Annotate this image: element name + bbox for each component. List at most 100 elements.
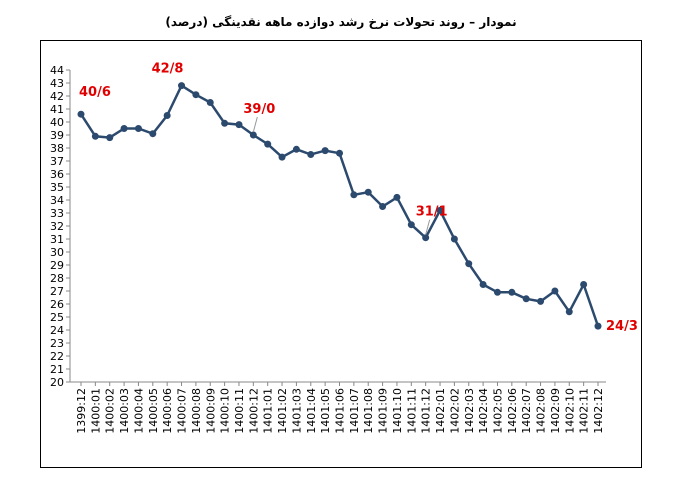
- point: [307, 151, 315, 158]
- x-tick-label: 1402:01: [434, 388, 447, 434]
- x-tick-label: 1402:03: [463, 388, 476, 434]
- y-tick-label: 28: [50, 272, 64, 285]
- frame: [40, 40, 642, 468]
- point: [493, 288, 501, 296]
- x-tick-label: 1400:11: [233, 388, 246, 434]
- point: [379, 203, 387, 210]
- y-tick-label: 40: [50, 116, 64, 129]
- y-tick-label: 29: [50, 259, 64, 272]
- leader-line: [252, 116, 258, 133]
- y-tick-label: 42: [50, 90, 64, 103]
- x-tick-label: 1401:07: [348, 388, 361, 434]
- x-tick-label: 1401:03: [290, 388, 303, 434]
- y-tick-label: 31: [50, 233, 64, 246]
- point: [134, 125, 142, 132]
- x-tick-label: 1400:02: [104, 388, 117, 434]
- point: [149, 130, 157, 138]
- point: [393, 193, 401, 201]
- x-tick-label: 1400:06: [161, 388, 174, 434]
- x-tick-label: 1401:10: [391, 388, 404, 434]
- point: [522, 295, 530, 303]
- point: [465, 260, 473, 268]
- y-tick-label: 26: [50, 298, 64, 311]
- point: [508, 288, 516, 296]
- y-tick-label: 37: [50, 155, 64, 168]
- value-label: 24/3: [606, 319, 638, 334]
- y-tick-label: 35: [50, 181, 64, 194]
- y-tick-label: 44: [50, 64, 64, 77]
- y-tick-label: 36: [50, 168, 64, 181]
- point: [537, 297, 545, 305]
- point: [178, 82, 186, 90]
- point: [163, 112, 171, 119]
- point: [422, 234, 430, 242]
- point: [436, 206, 444, 214]
- y-tick-label: 34: [50, 194, 64, 207]
- point: [594, 322, 602, 330]
- x-tick-label: 1400:12: [247, 388, 260, 434]
- point: [120, 125, 128, 132]
- y-tick-label: 25: [50, 311, 64, 324]
- x-tick-label: 1402:06: [506, 388, 519, 434]
- y-tick-label: 21: [50, 363, 64, 376]
- point: [235, 121, 243, 129]
- x-tick-label: 1402:10: [563, 388, 576, 434]
- point: [91, 132, 99, 140]
- y-tick-label: 27: [50, 285, 64, 298]
- point: [580, 281, 588, 288]
- x-tick-label: 1402:02: [448, 388, 461, 434]
- x-tick-label: 1401:06: [334, 388, 347, 434]
- y-tick-label: 20: [50, 376, 64, 389]
- value-label: 39/0: [243, 102, 275, 117]
- x-tick-label: 1400:09: [204, 388, 217, 434]
- leader-line: [425, 219, 431, 235]
- point: [264, 140, 272, 148]
- x-tick-label: 1400:01: [89, 388, 102, 434]
- x-tick-label: 1400:03: [118, 388, 131, 434]
- point: [77, 110, 85, 118]
- chart-title: نمودار – روند تحولات نرخ رشد دوازده ماهه…: [165, 15, 516, 30]
- x-tick-label: 1400:05: [147, 388, 160, 434]
- point: [292, 145, 300, 153]
- x-tick-label: 1399:12: [75, 388, 88, 434]
- point: [336, 149, 343, 157]
- y-tick-label: 33: [50, 207, 64, 220]
- point: [321, 147, 329, 155]
- x-tick-label: 1400:08: [190, 388, 203, 434]
- point: [565, 308, 573, 316]
- point: [249, 131, 257, 139]
- y-tick-label: 41: [50, 103, 64, 116]
- y-tick-label: 39: [50, 129, 64, 142]
- y-tick-label: 32: [50, 220, 64, 233]
- x-tick-label: 1401:01: [262, 388, 275, 434]
- x-tick-label: 1401:11: [405, 388, 418, 434]
- point: [278, 153, 286, 161]
- y-tick-label: 38: [50, 142, 64, 155]
- y-tick-label: 23: [50, 337, 64, 350]
- x-tick-label: 1402:12: [592, 388, 605, 434]
- x-tick-label: 1401:09: [377, 388, 390, 434]
- x-tick-label: 1400:07: [176, 388, 189, 434]
- point: [450, 235, 458, 243]
- point: [479, 281, 487, 288]
- x-tick-label: 1402:08: [535, 388, 548, 434]
- point: [192, 91, 200, 99]
- x-tick-label: 1401:05: [319, 388, 332, 434]
- value-label: 31/1: [416, 205, 448, 220]
- x-tick-label: 1401:02: [276, 388, 289, 434]
- value-label: 42/8: [152, 62, 184, 77]
- x-tick-label: 1402:11: [578, 388, 591, 434]
- point: [407, 221, 415, 229]
- y-tick-label: 24: [50, 324, 64, 337]
- x-tick-label: 1400:10: [219, 388, 232, 434]
- point: [206, 99, 214, 106]
- point: [350, 191, 358, 199]
- y-tick-label: 22: [50, 350, 64, 363]
- x-tick-label: 1401:12: [420, 388, 433, 434]
- x-tick-label: 1402:07: [520, 388, 533, 434]
- x-tick-label: 1402:05: [491, 388, 504, 434]
- y-tick-label: 30: [50, 246, 64, 259]
- point: [364, 188, 372, 196]
- x-tick-label: 1401:08: [362, 388, 375, 434]
